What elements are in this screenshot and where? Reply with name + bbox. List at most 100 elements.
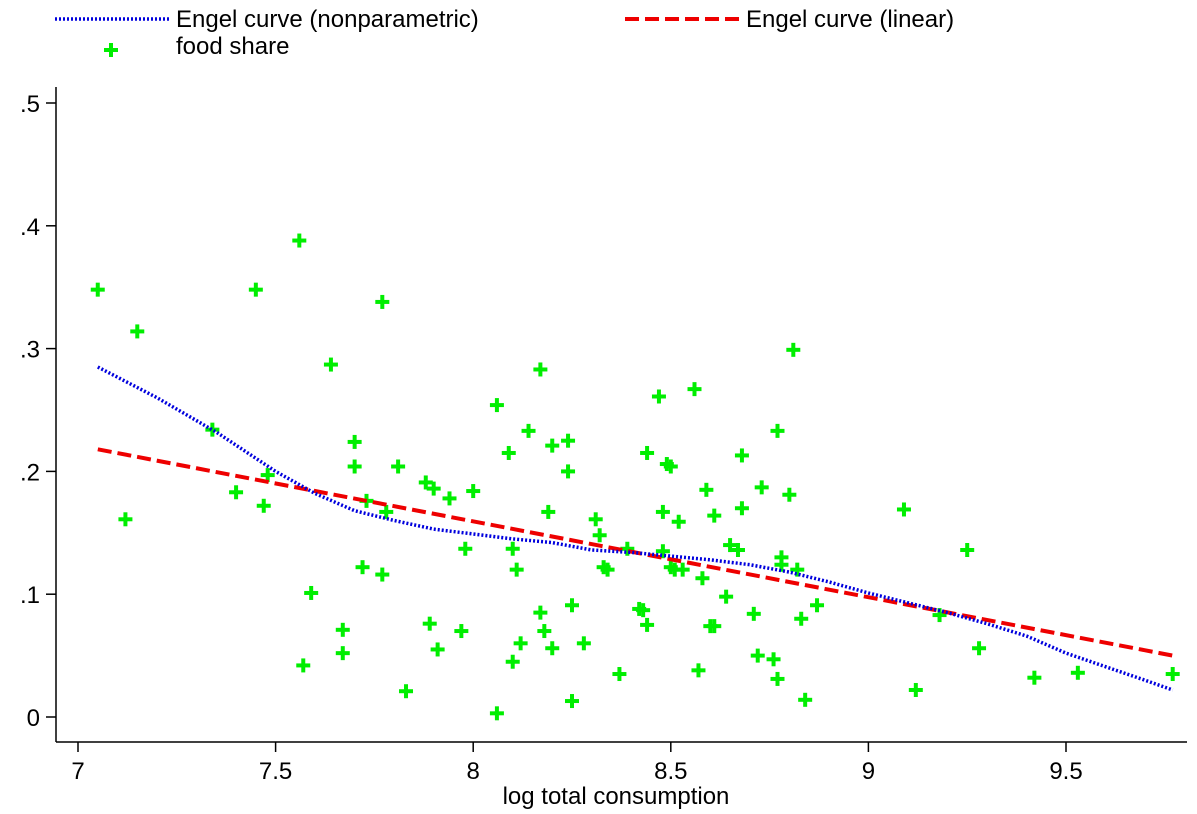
legend-swatch-food-share	[104, 43, 118, 57]
food-share-point	[754, 480, 769, 495]
x-tick-label: 7	[71, 758, 84, 785]
food-share-point	[810, 598, 825, 613]
food-share-point	[422, 616, 437, 631]
food-share-point	[719, 589, 734, 604]
food-share-point	[695, 571, 710, 586]
food-share-point	[296, 658, 311, 673]
food-share-point	[671, 514, 686, 529]
y-tick-label: .3	[20, 337, 40, 364]
y-tick-label: 0	[27, 705, 40, 732]
food-share-point	[588, 512, 603, 527]
y-tick-label: .1	[20, 582, 40, 609]
x-axis-title: log total consumption	[503, 783, 730, 810]
food-share-point	[640, 617, 655, 632]
food-share-point	[675, 562, 690, 577]
food-share-point	[375, 294, 390, 309]
axes: 7 7.5 8 8.5 9 9.5 0 .1 .2 .3 .4 .5 log total consu…	[20, 87, 1187, 810]
food-share-point	[734, 448, 749, 463]
food-share-point	[972, 641, 987, 656]
food-share-point	[734, 501, 749, 516]
food-share-point	[565, 598, 579, 613]
legend: Engel curve (nonparametric) Engel curve …	[55, 6, 954, 60]
food-share-point	[1027, 670, 1042, 685]
food-share-point	[691, 663, 706, 678]
food-share-point	[545, 641, 560, 656]
food-share-point	[537, 624, 552, 639]
food-share-point	[655, 504, 670, 519]
food-share-point	[505, 654, 520, 669]
food-share-point	[375, 567, 390, 582]
food-share-point	[746, 606, 761, 621]
food-share-point	[379, 504, 394, 519]
x-tick-label: 8.5	[654, 758, 687, 785]
food-share-point	[545, 438, 560, 453]
x-tick-label: 9	[862, 758, 875, 785]
legend-label-food-share: food share	[176, 33, 289, 60]
food-share-point	[699, 482, 714, 497]
food-share-point	[640, 445, 655, 460]
food-share-point	[908, 682, 923, 697]
food-share-point	[355, 560, 370, 575]
food-share-point	[612, 667, 627, 682]
food-share-point	[521, 423, 536, 438]
food-share-point	[458, 541, 473, 556]
y-ticks: 0 .1 .2 .3 .4 .5	[20, 91, 56, 732]
food-share-point	[347, 434, 362, 449]
food-share-point	[418, 475, 433, 490]
food-share-point	[304, 585, 319, 600]
legend-item-food-share: food share	[104, 33, 289, 60]
y-tick-label: .2	[20, 459, 40, 486]
food-share-point	[533, 362, 548, 377]
food-share-point	[430, 642, 445, 657]
food-share-point	[442, 491, 457, 506]
food-share-point	[501, 445, 516, 460]
food-share-point	[655, 544, 670, 559]
food-share-point	[292, 233, 307, 248]
engel-curve-nonparametric-line	[96, 365, 1174, 692]
food-share-point	[118, 512, 133, 527]
food-share-point	[90, 282, 105, 297]
food-share-point	[770, 671, 785, 686]
food-share-point	[960, 542, 975, 557]
food-share-point	[636, 603, 651, 618]
food-share-point	[750, 648, 765, 663]
food-share-point	[663, 459, 678, 474]
food-share-point	[782, 487, 797, 502]
food-share-point	[561, 464, 576, 479]
x-ticks: 7 7.5 8 8.5 9 9.5	[71, 742, 1083, 785]
food-share-point	[561, 433, 576, 448]
food-share-point	[229, 485, 244, 500]
food-share-point	[1070, 665, 1085, 680]
food-share-point	[651, 389, 666, 404]
food-share-point	[489, 706, 504, 721]
food-share-point	[256, 498, 271, 513]
food-share-points	[90, 233, 1180, 721]
food-share-point	[335, 622, 350, 637]
food-share-point	[323, 357, 338, 372]
food-share-point	[347, 459, 362, 474]
engel-curve-linear-line	[97, 447, 1174, 658]
food-share-point	[541, 504, 556, 519]
food-share-point	[533, 605, 548, 620]
x-tick-label: 7.5	[259, 758, 292, 785]
food-share-point	[335, 646, 350, 661]
food-share-point	[489, 398, 504, 413]
food-share-point	[248, 282, 263, 297]
x-tick-label: 8	[467, 758, 480, 785]
legend-item-linear: Engel curve (linear)	[625, 6, 954, 33]
food-share-point	[505, 541, 520, 556]
food-share-point	[391, 459, 406, 474]
food-share-point	[565, 694, 579, 709]
food-share-point	[620, 541, 635, 556]
food-share-point	[260, 468, 275, 483]
food-share-point	[513, 636, 528, 651]
food-share-point	[509, 562, 524, 577]
x-tick-label: 9.5	[1049, 758, 1082, 785]
food-share-point	[707, 619, 722, 634]
y-tick-label: .5	[20, 91, 40, 118]
food-share-point	[798, 692, 813, 707]
plot-area	[90, 233, 1180, 721]
food-share-point	[454, 624, 469, 639]
food-share-point	[600, 562, 615, 577]
food-share-point	[896, 502, 911, 517]
